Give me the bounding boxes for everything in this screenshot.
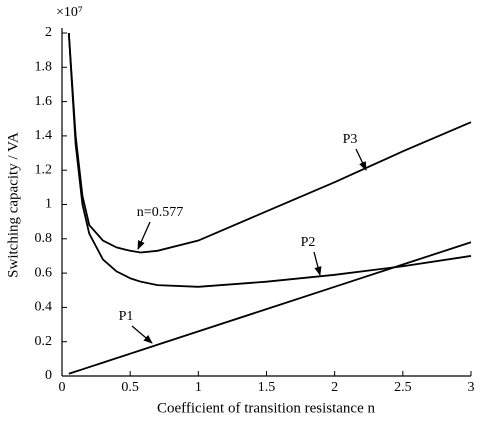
y-tick-label: 1.6 [35, 94, 53, 109]
x-tick-label: 3 [468, 380, 475, 395]
annotation-arrow [137, 221, 151, 250]
x-tick-label: 0.5 [121, 380, 139, 395]
y-tick-label: 1.2 [35, 162, 53, 177]
label-arrow [131, 325, 153, 344]
annotation: n=0.577 [137, 205, 183, 220]
series-label: P3 [343, 132, 358, 147]
y-tick-label: 0.4 [35, 300, 53, 315]
x-tick-label: 1.5 [258, 380, 276, 395]
axis-multiplier: ×10⁷ [56, 5, 83, 20]
series-line [67, 32, 472, 254]
y-tick-label: 0.8 [35, 231, 53, 246]
label-arrow [355, 148, 367, 171]
series-line [68, 241, 472, 375]
x-axis-label: Coefficient of transition resistance n [157, 400, 375, 416]
y-tick-label: 2 [45, 25, 52, 40]
y-tick-label: 1.4 [35, 128, 53, 143]
y-tick-label: 0 [45, 368, 52, 383]
series-label: P2 [301, 235, 316, 250]
y-tick-label: 1 [45, 197, 52, 212]
y-axis-label: Switching capacity / VA [5, 132, 21, 278]
x-tick-label: 1 [195, 380, 202, 395]
y-tick-label: 0.2 [35, 334, 53, 349]
label-arrow [313, 251, 322, 276]
series-line [67, 32, 472, 288]
x-tick-label: 2 [331, 380, 338, 395]
series-label: P1 [119, 309, 134, 324]
x-tick-label: 0 [59, 380, 66, 395]
y-tick-label: 1.8 [35, 60, 53, 75]
x-tick-label: 2.5 [394, 380, 412, 395]
y-tick-label: 0.6 [35, 265, 53, 280]
